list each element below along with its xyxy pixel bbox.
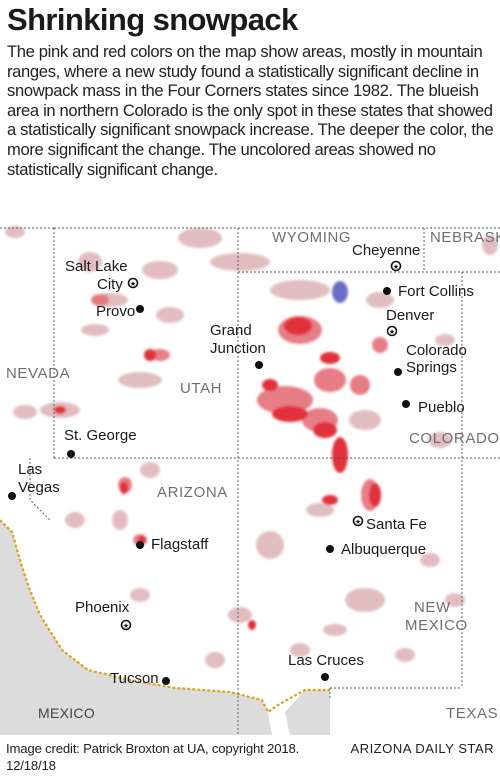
state-label-nevada: NEVADA	[6, 365, 70, 382]
city-label-salt-lake-line2: City	[97, 276, 123, 293]
city-label-grand-junction-line2: Junction	[210, 340, 266, 357]
snowpack-map: WYOMING NEBRASKA NEVADA UTAH COLORADO AR…	[0, 226, 500, 735]
image-credit: Image credit: Patrick Broxton at UA, cop…	[6, 740, 299, 774]
city-label-fort-collins: Fort Collins	[398, 283, 474, 300]
city-label-phoenix: Phoenix	[75, 599, 130, 616]
city-label-flagstaff: Flagstaff	[151, 536, 209, 553]
state-label-nebraska: NEBRASKA	[430, 229, 500, 246]
city-dot-albuquerque	[326, 545, 334, 553]
capital-marker-santa-fe: ★	[352, 515, 364, 527]
svg-text:★: ★	[123, 622, 129, 630]
city-label-colorado-springs-line2: Springs	[406, 359, 457, 376]
city-label-las-vegas-line2: Vegas	[18, 479, 60, 496]
capital-marker-phoenix: ★	[120, 619, 132, 631]
svg-text:★: ★	[393, 263, 399, 271]
city-labels: Salt Lake City Provo Grand Junction St. …	[18, 242, 474, 687]
city-label-cheyenne: Cheyenne	[352, 242, 420, 259]
city-markers: ★ ★ ★ ★ ★	[8, 260, 410, 685]
city-label-colorado-springs-line1: Colorado	[406, 342, 467, 359]
city-dot-las-cruces	[321, 673, 329, 681]
capital-marker-salt-lake-city: ★	[127, 277, 139, 289]
country-label-mexico: MEXICO	[38, 705, 95, 721]
city-label-pueblo: Pueblo	[418, 399, 465, 416]
us-mexico-border	[0, 519, 330, 714]
state-label-colorado: COLORADO	[409, 430, 500, 447]
city-label-denver: Denver	[386, 307, 434, 324]
state-borders	[0, 227, 500, 735]
image-credit-text: Image credit: Patrick Broxton at UA, cop…	[6, 741, 300, 756]
publication-date: 12/18/18	[6, 758, 56, 773]
capital-marker-cheyenne: ★	[390, 260, 402, 272]
city-dot-fort-collins	[383, 287, 391, 295]
mexico-area-east	[285, 690, 330, 735]
city-dot-pueblo	[402, 400, 410, 408]
city-label-tucson: Tucson	[110, 670, 159, 687]
city-label-provo: Provo	[96, 303, 135, 320]
city-label-albuquerque: Albuquerque	[341, 541, 426, 558]
state-label-wyoming: WYOMING	[272, 229, 351, 246]
state-label-texas: TEXAS	[446, 705, 498, 722]
city-dot-grand-junction	[255, 361, 263, 369]
city-dot-flagstaff	[136, 541, 144, 549]
capital-marker-denver: ★	[386, 325, 398, 337]
state-label-utah: UTAH	[180, 380, 222, 397]
city-label-las-cruces: Las Cruces	[288, 652, 364, 669]
city-dot-tucson	[162, 677, 170, 685]
city-label-grand-junction-line1: Grand	[210, 322, 252, 339]
svg-text:★: ★	[130, 280, 136, 288]
publisher-name: ARIZONA DAILY STAR	[350, 741, 494, 756]
city-label-st-george: St. George	[64, 427, 137, 444]
city-dot-colorado-springs	[394, 368, 402, 376]
state-label-mexico-state: MEXICO	[405, 617, 468, 634]
city-dot-provo	[136, 305, 144, 313]
city-label-santa-fe: Santa Fe	[366, 516, 427, 533]
city-label-las-vegas-line1: Las	[18, 461, 42, 478]
state-label-new: NEW	[414, 599, 451, 616]
snowpack-increase-area	[332, 281, 348, 303]
page-title: Shrinking snowpack	[7, 2, 298, 37]
svg-text:★: ★	[389, 328, 395, 336]
state-label-arizona: ARIZONA	[157, 484, 228, 501]
svg-text:★: ★	[355, 518, 361, 526]
city-label-salt-lake-line1: Salt Lake	[65, 258, 128, 275]
city-dot-st-george	[67, 450, 75, 458]
mexico-area	[0, 520, 272, 735]
city-dot-las-vegas	[8, 492, 16, 500]
intro-paragraph: The pink and red colors on the map show …	[7, 42, 494, 179]
snowpack-change-layer	[5, 226, 498, 668]
